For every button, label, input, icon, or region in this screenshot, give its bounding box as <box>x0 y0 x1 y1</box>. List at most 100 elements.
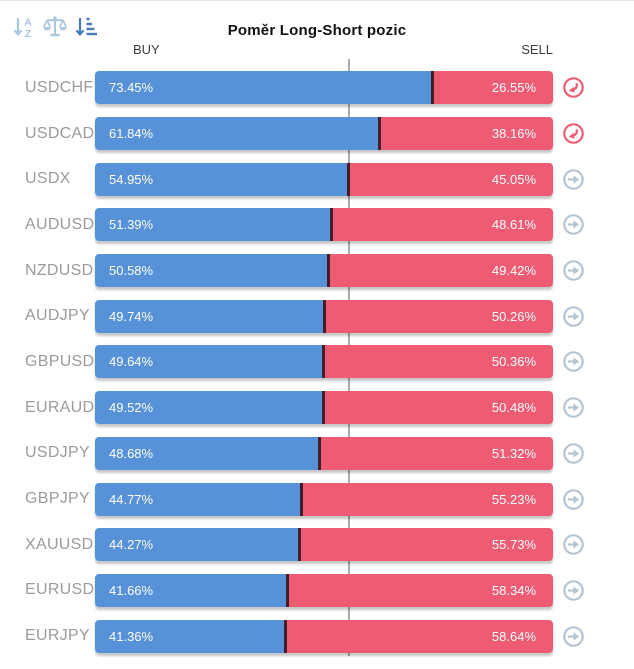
sell-segment: 38.16% <box>378 117 553 151</box>
sell-segment: 51.32% <box>317 436 553 470</box>
buy-percentage: 48.68% <box>109 445 154 461</box>
ratio-bar: 49.64% 50.36% <box>95 345 553 379</box>
buy-segment: 54.95% <box>95 162 347 196</box>
trend-arrow-right-icon[interactable] <box>562 213 585 236</box>
pair-row: USDX 54.95% 45.05% <box>0 156 634 202</box>
sell-percentage: 50.26% <box>491 308 536 324</box>
pair-label: NZDUSD <box>25 261 94 279</box>
sell-percentage: 50.36% <box>491 354 536 370</box>
ratio-bar: 50.58% 49.42% <box>95 254 553 288</box>
pair-label: GBPJPY <box>25 490 90 508</box>
pair-row: EURAUD 49.52% 50.48% <box>0 385 634 431</box>
pair-row: AUDUSD 51.39% 48.61% <box>0 202 634 248</box>
buy-percentage: 61.84% <box>109 126 154 142</box>
pair-label: USDCHF <box>25 78 94 96</box>
sell-percentage: 58.34% <box>491 582 536 598</box>
svg-text:Z: Z <box>25 28 32 40</box>
sell-segment: 55.73% <box>297 528 553 562</box>
pair-row: XAUUSD 44.27% 55.73% <box>0 522 634 568</box>
pair-row: NZDUSD 50.58% 49.42% <box>0 248 634 294</box>
sell-segment: 50.36% <box>322 345 553 379</box>
ratio-bar: 44.27% 55.73% <box>95 528 553 562</box>
sell-segment: 26.55% <box>431 71 553 105</box>
pair-label: EURUSD <box>25 581 95 599</box>
sell-segment: 50.26% <box>322 299 553 333</box>
pair-label: AUDUSD <box>25 215 95 233</box>
ratio-bar: 41.66% 58.34% <box>95 573 553 607</box>
pair-row: USDJPY 48.68% 51.32% <box>0 431 634 477</box>
pair-row: GBPJPY 44.77% 55.23% <box>0 476 634 522</box>
buy-percentage: 49.64% <box>109 354 154 370</box>
sell-percentage: 55.23% <box>491 491 536 507</box>
sell-percentage: 49.42% <box>491 263 536 279</box>
buy-percentage: 44.77% <box>109 491 154 507</box>
buy-segment: 41.36% <box>95 619 285 653</box>
sell-segment: 50.48% <box>321 391 553 425</box>
balance-scale-icon[interactable] <box>42 14 68 40</box>
trend-arrow-right-icon[interactable] <box>562 488 585 511</box>
ratio-bar: 61.84% 38.16% <box>95 117 553 151</box>
sort-alphabetical-icon[interactable]: A Z <box>11 14 37 40</box>
sell-segment: 58.34% <box>285 573 553 607</box>
ratio-bar: 51.39% 48.61% <box>95 208 553 242</box>
sell-percentage: 50.48% <box>491 400 536 416</box>
sell-percentage: 55.73% <box>491 537 536 553</box>
ratio-bar: 49.52% 50.48% <box>95 391 553 425</box>
trend-arrow-curve-down-icon[interactable] <box>562 122 585 145</box>
trend-arrow-right-icon[interactable] <box>562 168 585 191</box>
pair-label: EURAUD <box>25 398 95 416</box>
ratio-bar: 41.36% 58.64% <box>95 619 553 653</box>
buy-column-label: BUY <box>133 42 160 57</box>
buy-percentage: 51.39% <box>109 217 154 233</box>
buy-percentage: 49.74% <box>109 308 154 324</box>
buy-segment: 51.39% <box>95 208 331 242</box>
buy-percentage: 50.58% <box>109 263 154 279</box>
sell-percentage: 51.32% <box>491 445 536 461</box>
buy-percentage: 41.36% <box>109 628 154 644</box>
buy-segment: 49.52% <box>95 391 322 425</box>
buy-percentage: 44.27% <box>109 537 154 553</box>
buy-percentage: 73.45% <box>109 80 154 96</box>
sell-segment: 58.64% <box>284 619 553 653</box>
trend-arrow-right-icon[interactable] <box>562 625 585 648</box>
widget-title: Poměr Long-Short pozic <box>227 22 407 39</box>
pair-row: USDCAD 61.84% 38.16% <box>0 111 634 157</box>
sell-percentage: 58.64% <box>491 628 536 644</box>
pair-label: AUDJPY <box>25 307 90 325</box>
trend-arrow-right-icon[interactable] <box>562 396 585 419</box>
trend-arrow-right-icon[interactable] <box>562 579 585 602</box>
svg-text:A: A <box>24 17 32 29</box>
trend-arrow-right-icon[interactable] <box>562 442 585 465</box>
pair-row: EURJPY 41.36% 58.64% <box>0 613 634 659</box>
trend-arrow-right-icon[interactable] <box>562 305 585 328</box>
pair-row: GBPUSD 49.64% 50.36% <box>0 339 634 385</box>
trend-arrow-curve-down-icon[interactable] <box>562 76 585 99</box>
sell-percentage: 48.61% <box>491 217 536 233</box>
trend-arrow-right-icon[interactable] <box>562 259 585 282</box>
buy-segment: 41.66% <box>95 573 286 607</box>
buy-segment: 50.58% <box>95 254 327 288</box>
buy-segment: 49.74% <box>95 299 323 333</box>
buy-percentage: 41.66% <box>109 582 154 598</box>
pair-label: GBPUSD <box>25 352 95 370</box>
sort-toolbar: A Z <box>11 14 99 40</box>
pair-label: EURJPY <box>25 627 90 645</box>
buy-percentage: 49.52% <box>109 400 154 416</box>
pair-row: EURUSD 41.66% 58.34% <box>0 568 634 614</box>
sell-segment: 55.23% <box>300 482 553 516</box>
ratio-bar: 48.68% 51.32% <box>95 436 553 470</box>
buy-segment: 48.68% <box>95 436 318 470</box>
sort-amount-icon[interactable] <box>73 14 99 40</box>
trend-arrow-right-icon[interactable] <box>562 533 585 556</box>
sell-percentage: 45.05% <box>491 171 536 187</box>
pair-row: AUDJPY 49.74% 50.26% <box>0 293 634 339</box>
pair-label: USDCAD <box>25 124 95 142</box>
buy-segment: 44.27% <box>95 528 298 562</box>
sell-column-label: SELL <box>521 42 553 57</box>
buy-segment: 61.84% <box>95 117 379 151</box>
pair-rows: USDCHF 73.45% 26.55% USDCAD 61.84% <box>0 65 634 659</box>
sell-percentage: 38.16% <box>491 126 536 142</box>
trend-arrow-right-icon[interactable] <box>562 350 585 373</box>
sell-percentage: 26.55% <box>491 80 536 96</box>
pair-label: XAUUSD <box>25 535 94 553</box>
